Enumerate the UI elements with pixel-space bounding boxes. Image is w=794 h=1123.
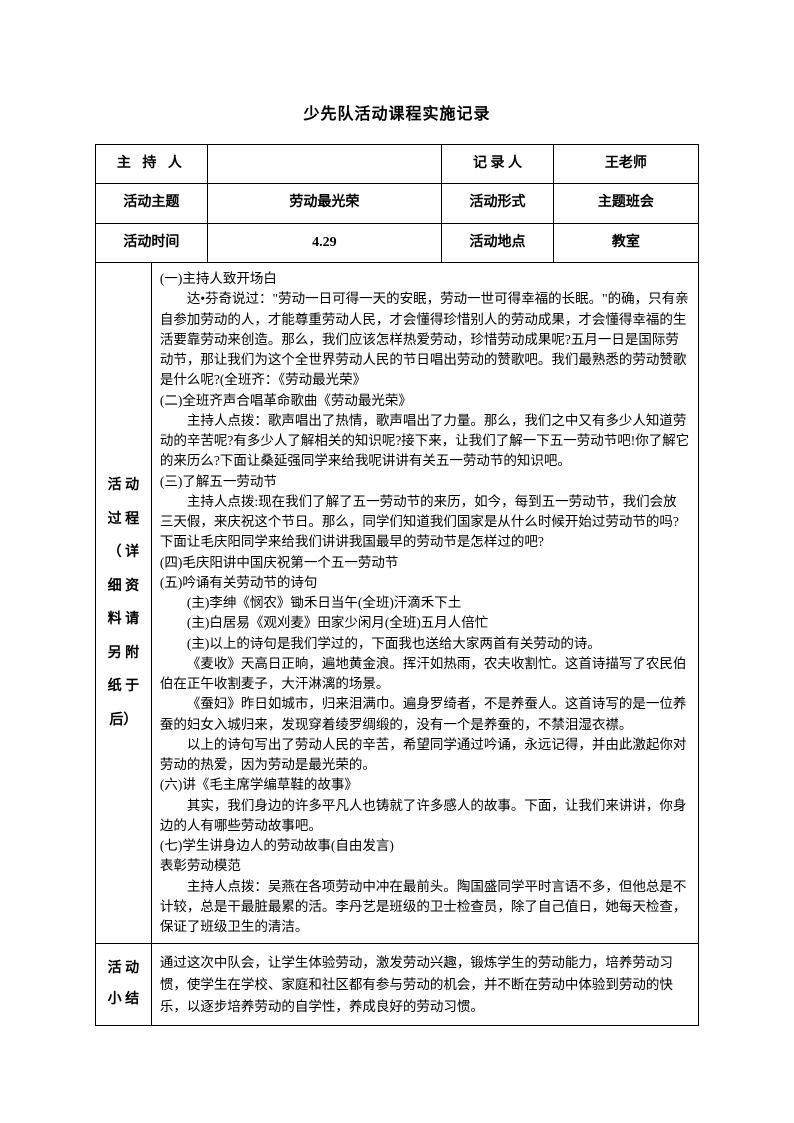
time-label: 活动时间 <box>96 223 208 262</box>
section-heading: (四)毛庆阳讲中国庆祝第一个五一劳动节 <box>160 553 690 573</box>
section-paragraph: 以上的诗句写出了劳动人民的辛苦，希望同学通过吟诵，永远记得，并由此激起你对劳动的… <box>160 735 690 776</box>
section-paragraph: 《蚕妇》昨日如城市，归来泪满巾。遍身罗绮者，不是养蚕人。这首诗写的是一位养蚕的妇… <box>160 694 690 735</box>
process-label-line: 后） <box>100 704 147 738</box>
section-paragraph: 《麦收》天高日正晌，遍地黄金浪。挥汗如热雨，农夫收割忙。这首诗描写了农民伯伯在正… <box>160 654 690 695</box>
summary-label-line: 活 动 <box>100 954 147 985</box>
recorder-label: 记 录 人 <box>442 145 554 184</box>
row-time: 活动时间 4.29 活动地点 教室 <box>96 223 699 262</box>
place-value: 教室 <box>553 223 698 262</box>
section-paragraph: (主)李绅《悯农》锄禾日当午(全班)汗滴禾下土 <box>160 593 690 613</box>
process-content: (一)主持人致开场白达•芬奇说过："劳动一日可得一天的安眠，劳动一世可得幸福的长… <box>151 263 698 944</box>
form-label: 活动形式 <box>442 184 554 223</box>
section-paragraph: 其实，我们身边的许多平凡人也铸就了许多感人的故事。下面，让我们来讲讲，你身边的人… <box>160 796 690 837</box>
row-theme: 活动主题 劳动最光荣 活动形式 主题班会 <box>96 184 699 223</box>
summary-content: 通过这次中队会，让学生体验劳动，激发劳动兴趣，锻炼学生的劳动能力，培养劳动习惯，… <box>151 944 698 1026</box>
section-heading: (五)吟诵有关劳动节的诗句 <box>160 573 690 593</box>
section-paragraph: 达•芬奇说过："劳动一日可得一天的安眠，劳动一世可得幸福的长眠。"的确，只有亲自… <box>160 289 690 390</box>
host-value <box>207 145 442 184</box>
form-value: 主题班会 <box>553 184 698 223</box>
section-paragraph: (主)白居易《观刈麦》田家少闲月(全班)五月人倍忙 <box>160 613 690 633</box>
row-host: 主 持 人 记 录 人 王老师 <box>96 145 699 184</box>
place-label: 活动地点 <box>442 223 554 262</box>
section-heading: (三)了解五一劳动节 <box>160 472 690 492</box>
theme-label: 活动主题 <box>96 184 208 223</box>
record-table: 主 持 人 记 录 人 王老师 活动主题 劳动最光荣 活动形式 主题班会 活动时… <box>95 144 699 1026</box>
section-heading: (六)讲《毛主席学编草鞋的故事》 <box>160 775 690 795</box>
section-heading: (七)学生讲身边人的劳动故事(自由发言) <box>160 836 690 856</box>
page-title: 少先队活动课程实施记录 <box>95 100 699 124</box>
summary-label-line: 小 结 <box>100 985 147 1016</box>
row-process: 活 动过 程（ 详细 资料 请另 附纸 于后） (一)主持人致开场白达•芬奇说过… <box>96 263 699 944</box>
theme-value: 劳动最光荣 <box>207 184 442 223</box>
recorder-value: 王老师 <box>553 145 698 184</box>
process-label-line: 纸 于 <box>100 670 147 704</box>
process-label-line: 过 程 <box>100 503 147 537</box>
process-label-line: 料 请 <box>100 603 147 637</box>
process-label-line: 活 动 <box>100 469 147 503</box>
process-label-line: （ 详 <box>100 536 147 570</box>
summary-label: 活 动小 结 <box>96 944 152 1026</box>
section-paragraph: 主持人点拨：吴燕在各项劳动中冲在最前头。陶国盛同学平时言语不多，但他总是不计较，… <box>160 877 690 938</box>
section-heading: 表彰劳动模范 <box>160 856 690 876</box>
section-paragraph: (主)以上的诗句是我们学过的，下面我也送给大家两首有关劳动的诗。 <box>160 634 690 654</box>
process-label-line: 细 资 <box>100 570 147 604</box>
section-heading: (一)主持人致开场白 <box>160 269 690 289</box>
process-label-line: 另 附 <box>100 637 147 671</box>
process-label: 活 动过 程（ 详细 资料 请另 附纸 于后） <box>96 263 152 944</box>
row-summary: 活 动小 结 通过这次中队会，让学生体验劳动，激发劳动兴趣，锻炼学生的劳动能力，… <box>96 944 699 1026</box>
section-heading: (二)全班齐声合唱革命歌曲《劳动最光荣》 <box>160 391 690 411</box>
section-paragraph: 主持人点拨：歌声唱出了热情，歌声唱出了力量。那么，我们之中又有多少人知道劳动的辛… <box>160 411 690 472</box>
host-label: 主 持 人 <box>96 145 208 184</box>
section-paragraph: 主持人点拨:现在我们了解了五一劳动节的来历，如今，每到五一劳动节，我们会放三天假… <box>160 492 690 553</box>
time-value: 4.29 <box>207 223 442 262</box>
